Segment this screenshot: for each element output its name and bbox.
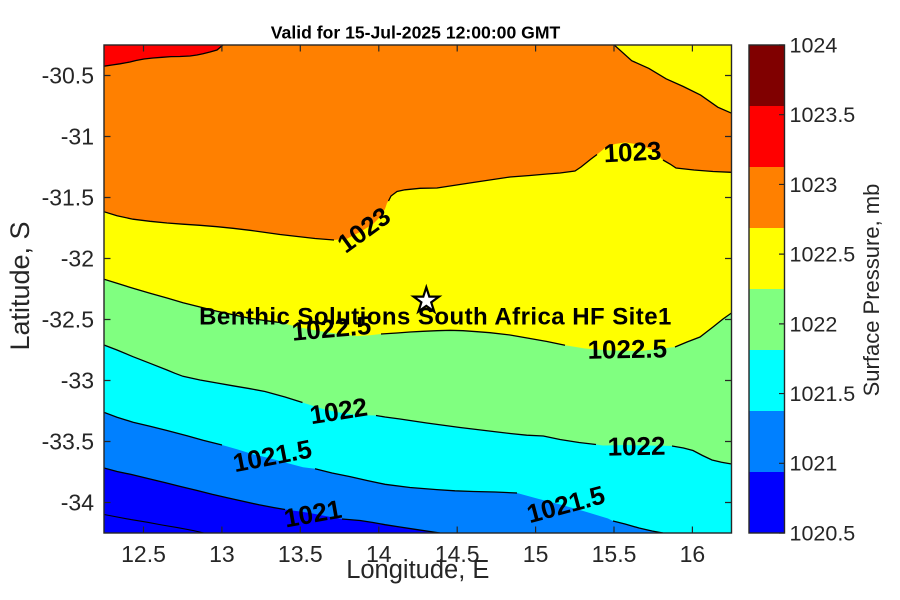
- svg-text:13: 13: [209, 541, 235, 567]
- svg-text:-34: -34: [61, 490, 94, 516]
- svg-text:15.5: 15.5: [592, 541, 637, 567]
- svg-text:-33.5: -33.5: [42, 429, 94, 455]
- svg-text:Valid for 15-Jul-2025 12:00:00: Valid for 15-Jul-2025 12:00:00 GMT: [271, 22, 561, 42]
- svg-text:Benthic Solutions South Africa: Benthic Solutions South Africa HF Site1: [199, 303, 672, 330]
- svg-text:-30.5: -30.5: [42, 63, 94, 89]
- svg-text:-31: -31: [61, 124, 94, 150]
- svg-text:1021.5: 1021.5: [790, 382, 856, 406]
- svg-text:Surface Pressure, mb: Surface Pressure, mb: [859, 184, 884, 397]
- svg-text:14: 14: [366, 541, 392, 567]
- svg-text:1021: 1021: [790, 452, 838, 476]
- svg-text:Longitude, E: Longitude, E: [346, 556, 489, 584]
- svg-text:1022.5: 1022.5: [790, 243, 856, 267]
- svg-text:1023.5: 1023.5: [790, 103, 856, 127]
- svg-text:-31.5: -31.5: [42, 185, 94, 211]
- svg-text:-32: -32: [61, 246, 94, 272]
- svg-text:13.5: 13.5: [278, 541, 323, 567]
- svg-text:14.5: 14.5: [435, 541, 480, 567]
- svg-text:-33: -33: [61, 368, 94, 394]
- svg-text:-32.5: -32.5: [42, 307, 94, 333]
- svg-text:1024: 1024: [790, 33, 838, 57]
- svg-text:Latitude, S: Latitude, S: [5, 221, 35, 350]
- svg-text:1022.5: 1022.5: [587, 333, 667, 364]
- svg-text:1023: 1023: [790, 173, 838, 197]
- svg-text:1023: 1023: [603, 135, 662, 168]
- svg-text:15: 15: [523, 541, 549, 567]
- svg-text:1022.5: 1022.5: [291, 310, 373, 347]
- svg-text:1022: 1022: [790, 312, 838, 336]
- svg-text:16: 16: [680, 541, 706, 567]
- svg-text:12.5: 12.5: [121, 541, 166, 567]
- svg-text:1020.5: 1020.5: [790, 521, 856, 545]
- svg-text:1022: 1022: [607, 431, 665, 462]
